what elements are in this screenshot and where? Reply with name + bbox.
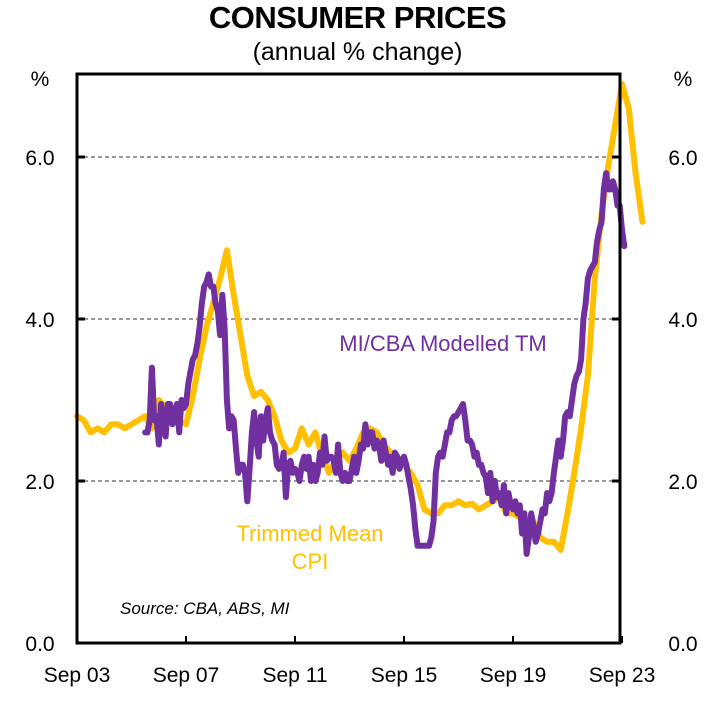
y-axis-right: 0.0 2.0 4.0 6.0 <box>612 147 698 656</box>
series-line <box>74 81 646 553</box>
legend-label-mi-cba-modelled-tm: MI/CBA Modelled TM <box>339 331 546 356</box>
legend-label-trimmed-mean-line1: Trimmed Mean <box>236 521 383 546</box>
chart-title: CONSUMER PRICES <box>208 0 507 35</box>
y-axis-left-unit: % <box>31 68 50 91</box>
x-tick-label: Sep 15 <box>371 664 438 687</box>
y-tick-label-left: 2.0 <box>25 471 54 494</box>
x-tick-label: Sep 11 <box>263 664 328 687</box>
x-tick-label: Sep 07 <box>153 664 220 687</box>
y-tick-label-right: 6.0 <box>668 147 697 170</box>
y-axis-right-unit: % <box>674 68 693 91</box>
y-tick-label-left: 6.0 <box>25 147 54 170</box>
y-tick-label-right: 0.0 <box>668 633 697 656</box>
legend-label-trimmed-mean-line2: CPI <box>292 549 329 574</box>
plot-border <box>75 72 622 645</box>
x-tick-label: Sep 03 <box>44 664 111 687</box>
x-tick-label: Sep 19 <box>480 664 547 687</box>
y-tick-label-right: 2.0 <box>668 471 697 494</box>
plot-frame <box>75 72 622 645</box>
series-trimmed-mean-cpi <box>74 81 646 553</box>
series-line <box>142 170 628 557</box>
y-tick-label-right: 4.0 <box>668 309 697 332</box>
source-note: Source: CBA, ABS, MI <box>120 599 290 618</box>
series-mi-cba-modelled-tm <box>142 170 628 557</box>
chart-subtitle: (annual % change) <box>252 38 463 66</box>
x-axis: Sep 03 Sep 07 Sep 11 Sep 15 Sep 19 Sep 23 <box>44 636 656 687</box>
y-axis-left: 0.0 2.0 4.0 6.0 <box>25 147 85 656</box>
x-tick-label: Sep 23 <box>589 664 656 687</box>
y-tick-label-left: 0.0 <box>25 633 54 656</box>
y-tick-label-left: 4.0 <box>25 309 54 332</box>
